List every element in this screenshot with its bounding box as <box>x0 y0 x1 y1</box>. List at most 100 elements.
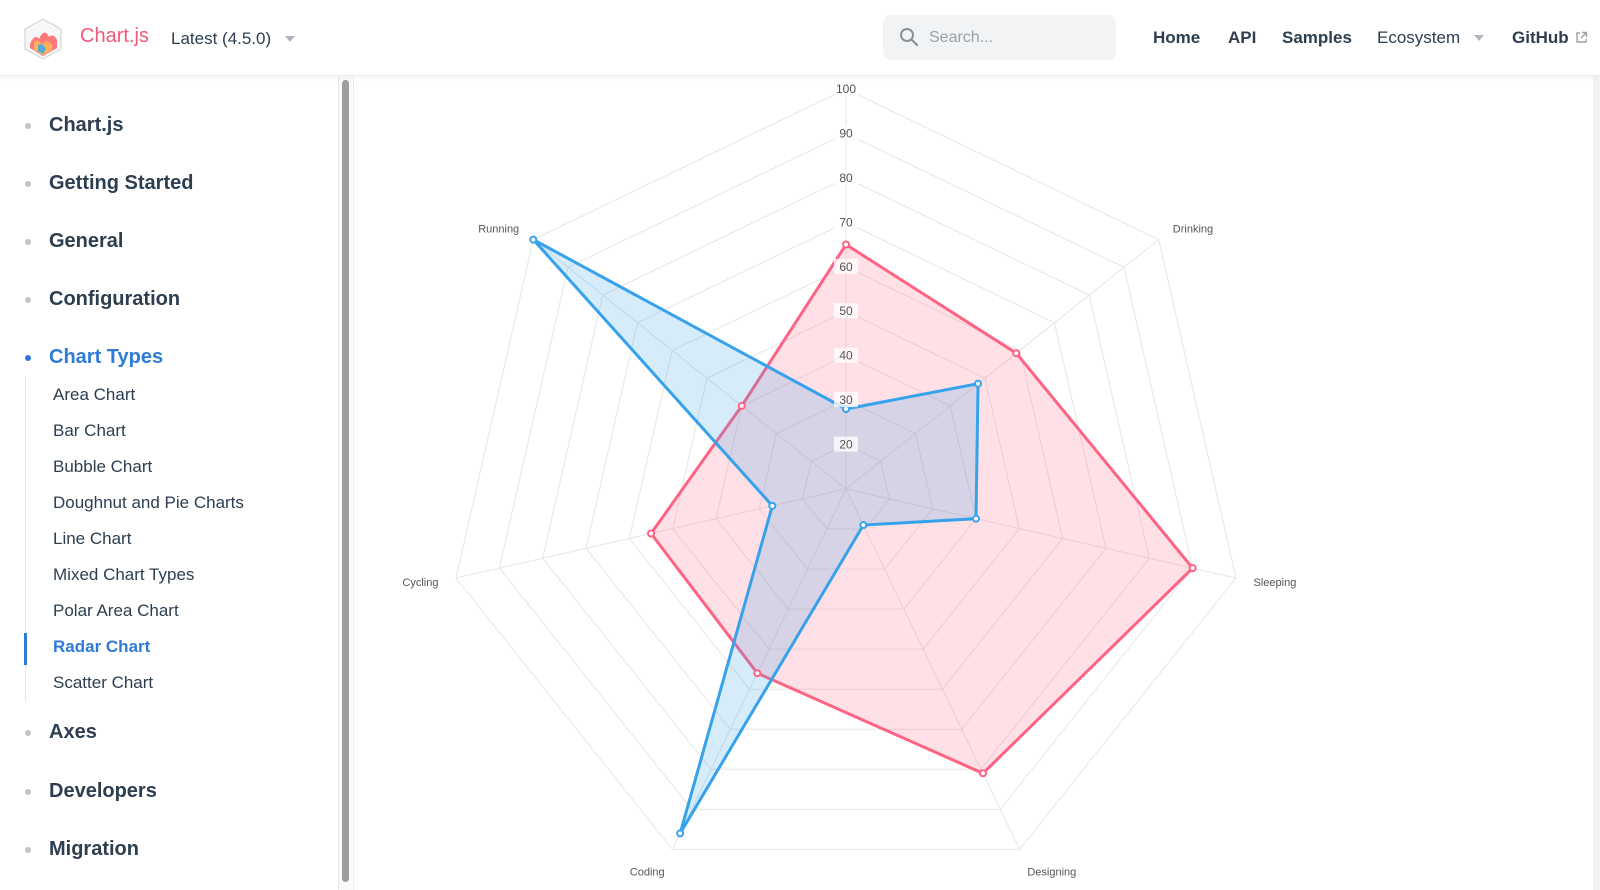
series-1-point-cycling[interactable] <box>647 529 656 538</box>
grid-ring <box>498 132 1194 810</box>
sidebar-subitem-label: Radar Chart <box>53 637 151 656</box>
bullet-icon <box>25 239 31 245</box>
grid-ring <box>758 399 934 570</box>
nav-ecosystem-label: Ecosystem <box>1377 28 1461 47</box>
sidebar-item-label: Getting Started <box>49 172 194 194</box>
version-selector[interactable]: Latest (4.5.0) <box>171 29 296 49</box>
angle-line <box>845 488 1237 579</box>
bullet-icon <box>25 847 31 853</box>
search-input[interactable] <box>923 15 1108 60</box>
sidebar-subitem-label: Scatter Chart <box>53 673 154 692</box>
tick-label-backdrop <box>834 258 858 274</box>
bullet-icon <box>25 355 31 361</box>
sidebar-item-getting-started[interactable]: Getting Started <box>0 169 320 199</box>
nav-samples-link[interactable]: Samples <box>1282 28 1352 47</box>
r-tick-label: 60 <box>839 260 853 274</box>
sidebar-item-migration[interactable]: Migration <box>0 835 320 865</box>
grid-ring <box>672 310 1020 650</box>
category-label-designing: Designing <box>1027 867 1076 879</box>
page-scrollbar[interactable] <box>1593 0 1600 890</box>
tick-label-backdrop <box>834 81 858 96</box>
sidebar: Chart.js Getting Started General Configu… <box>0 76 338 890</box>
sidebar-subitem-area-chart[interactable]: Area Chart <box>25 381 320 409</box>
sidebar-subitem-doughnut-pie[interactable]: Doughnut and Pie Charts <box>25 489 320 517</box>
grid-ring <box>542 177 1150 770</box>
series-2-point-sleeping[interactable] <box>971 514 980 523</box>
chevron-down-icon <box>1474 35 1485 41</box>
sidebar-scrollbar-thumb[interactable] <box>342 80 349 882</box>
series-2-point-cycling[interactable] <box>768 501 777 510</box>
sidebar-subitem-bar-chart[interactable]: Bar Chart <box>25 417 320 445</box>
submenu-divider <box>25 376 26 701</box>
r-tick-label: 70 <box>839 215 853 229</box>
sidebar-subitem-label: Mixed Chart Types <box>53 565 195 584</box>
sidebar-item-configuration[interactable]: Configuration <box>0 285 320 315</box>
tick-label-backdrop <box>834 169 858 185</box>
r-tick-label: 30 <box>839 393 853 407</box>
series-1-point-eating[interactable] <box>842 240 850 249</box>
sidebar-item-developers[interactable]: Developers <box>0 777 320 807</box>
sidebar-subitem-mixed-chart-types[interactable]: Mixed Chart Types <box>25 561 320 589</box>
bullet-icon <box>25 181 31 187</box>
site-name[interactable]: Chart.js <box>80 25 149 47</box>
sidebar-item-label: Chart.js <box>49 114 124 136</box>
series-2-point-coding[interactable] <box>676 829 685 838</box>
sidebar-subitem-label: Doughnut and Pie Charts <box>53 493 244 512</box>
external-link-icon <box>1575 31 1587 43</box>
search-icon <box>900 28 919 47</box>
bullet-icon <box>25 297 31 303</box>
version-label: Latest (4.5.0) <box>171 29 272 48</box>
sidebar-subitem-line-chart[interactable]: Line Chart <box>25 525 320 553</box>
series-2-point-running[interactable] <box>529 235 538 244</box>
tick-label-backdrop <box>834 303 858 319</box>
grid-ring <box>802 444 890 530</box>
bullet-icon <box>25 730 31 736</box>
chartjs-logo-icon[interactable] <box>24 18 62 60</box>
nav-home-link[interactable]: Home <box>1153 28 1201 47</box>
r-tick-label: 90 <box>839 126 853 140</box>
sidebar-item-label: Developers <box>49 780 157 802</box>
r-tick-label: 20 <box>839 438 853 452</box>
series-1-point-drinking[interactable] <box>1012 349 1021 358</box>
series-1-point-coding[interactable] <box>753 669 762 678</box>
sidebar-subitem-label: Area Chart <box>53 385 136 404</box>
sidebar-item-general[interactable]: General <box>0 227 320 257</box>
series-1-point-sleeping[interactable] <box>1188 564 1197 573</box>
sidebar-item-chart-types[interactable]: Chart Types <box>0 343 320 373</box>
sidebar-subitem-label: Bar Chart <box>53 421 126 440</box>
series-2-point-drinking[interactable] <box>974 379 983 388</box>
series-2-area[interactable] <box>532 238 980 835</box>
sidebar-subitem-scatter-chart[interactable]: Scatter Chart <box>25 669 320 697</box>
sidebar-item-chartjs[interactable]: Chart.js <box>0 111 320 141</box>
series-2-point-designing[interactable] <box>859 521 868 530</box>
sidebar-subitem-radar-chart[interactable]: Radar Chart <box>24 633 320 665</box>
grid-ring <box>628 266 1064 690</box>
sidebar-item-label: Migration <box>49 838 139 860</box>
nav-api-link[interactable]: API <box>1228 28 1257 47</box>
series-1-point-running[interactable] <box>737 401 746 410</box>
series-1-point-designing[interactable] <box>978 769 987 778</box>
nav-github-link[interactable]: GitHub <box>1512 28 1588 48</box>
sidebar-subitem-polar-area[interactable]: Polar Area Chart <box>25 597 320 625</box>
tick-label-backdrop <box>834 214 858 230</box>
angle-line <box>671 488 847 850</box>
r-tick-label: 100 <box>836 82 856 96</box>
r-tick-label: 80 <box>839 171 853 185</box>
sidebar-subitem-bubble-chart[interactable]: Bubble Chart <box>25 453 320 481</box>
sidebar-item-axes[interactable]: Axes <box>0 718 320 748</box>
sidebar-subitem-label: Line Chart <box>53 529 132 548</box>
grid-ring <box>585 221 1107 730</box>
grid-ring <box>715 355 977 610</box>
nav-github-label: GitHub <box>1512 28 1569 47</box>
angle-line <box>845 488 1021 850</box>
category-label-cycling: Cycling <box>402 577 438 589</box>
nav-ecosystem-dropdown[interactable]: Ecosystem <box>1377 28 1485 48</box>
sidebar-item-label: Configuration <box>49 288 181 310</box>
angle-line <box>532 239 847 490</box>
content-divider <box>353 76 354 890</box>
chevron-down-icon <box>285 36 296 42</box>
bullet-icon <box>25 789 31 795</box>
sidebar-item-label: Chart Types <box>49 346 164 368</box>
search-box[interactable] <box>883 15 1116 60</box>
